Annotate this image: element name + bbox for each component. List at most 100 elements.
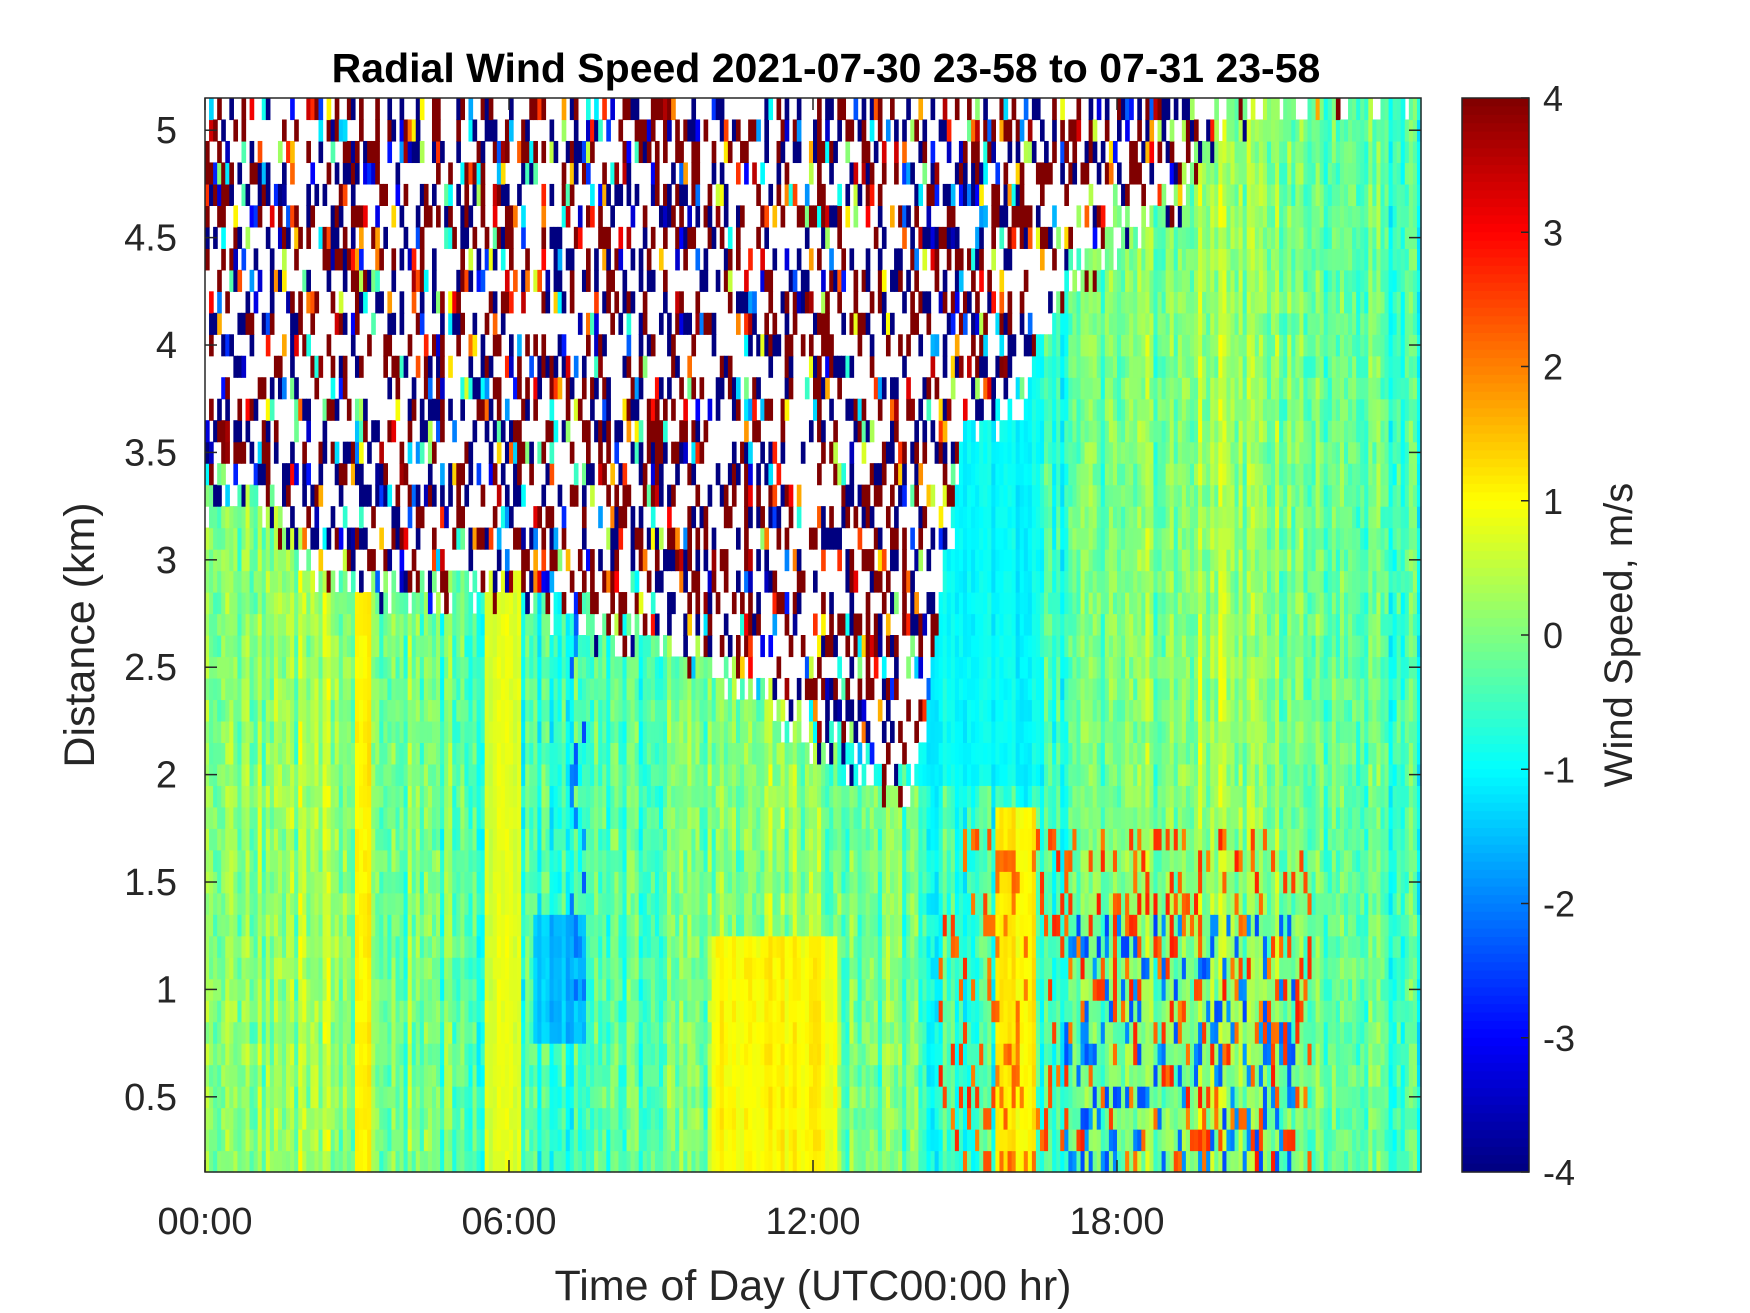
heatmap-cell — [318, 484, 324, 507]
heatmap-cell — [403, 226, 409, 249]
heatmap-cell — [407, 871, 413, 894]
heatmap-cell — [650, 1107, 656, 1130]
heatmap-cell — [553, 549, 559, 572]
heatmap-cell — [504, 1086, 510, 1109]
heatmap-cell — [581, 1086, 587, 1109]
heatmap-cell — [233, 527, 239, 550]
heatmap-cell — [306, 269, 311, 292]
heatmap-cell — [395, 978, 401, 1001]
heatmap-cell — [610, 656, 615, 679]
heatmap-cell — [565, 549, 571, 572]
heatmap-cell — [314, 656, 320, 679]
heatmap-cell — [735, 1107, 741, 1130]
heatmap-cell — [387, 291, 393, 314]
heatmap-cell — [237, 570, 243, 593]
heatmap-cell — [703, 785, 709, 808]
heatmap-cell — [735, 119, 741, 142]
heatmap-cell — [431, 119, 437, 142]
heatmap-cell — [626, 849, 632, 872]
heatmap-cell — [744, 377, 749, 400]
heatmap-cell — [509, 720, 514, 743]
heatmap-cell — [557, 613, 563, 636]
heatmap-cell — [395, 742, 401, 765]
heatmap-cell — [663, 978, 668, 1001]
heatmap-cell — [549, 420, 555, 443]
heatmap-cell — [517, 892, 522, 915]
heatmap-cell — [261, 871, 267, 894]
heatmap-cell — [711, 785, 717, 808]
heatmap-cell — [359, 1086, 364, 1109]
heatmap-cell — [249, 828, 255, 851]
heatmap-cell — [581, 677, 587, 701]
heatmap-cell — [436, 957, 441, 980]
heatmap-cell — [359, 613, 364, 636]
heatmap-cell — [460, 935, 466, 958]
heatmap-cell — [379, 1107, 384, 1130]
heatmap-cell — [363, 849, 368, 872]
heatmap-cell — [354, 699, 360, 722]
heatmap-cell — [298, 978, 303, 1001]
heatmap-cell — [731, 1043, 737, 1066]
heatmap-cell — [740, 1129, 745, 1152]
heatmap-cell — [411, 806, 417, 829]
heatmap-cell — [448, 699, 453, 722]
heatmap-cell — [217, 484, 222, 507]
heatmap-cell — [419, 914, 425, 937]
heatmap-cell — [213, 527, 218, 550]
heatmap-cell — [626, 1043, 632, 1066]
heatmap-cell — [395, 1107, 401, 1130]
heatmap-cell — [375, 1064, 380, 1087]
heatmap-cell — [650, 914, 656, 937]
heatmap-cell — [622, 1086, 628, 1109]
heatmap-cell — [569, 1107, 575, 1130]
heatmap-cell — [334, 613, 340, 636]
heatmap-cell — [411, 484, 417, 507]
heatmap-cell — [342, 914, 348, 937]
heatmap-cell — [727, 957, 733, 980]
heatmap-cell — [427, 914, 433, 937]
heatmap-cell — [395, 1129, 401, 1152]
heatmap-cell — [638, 785, 644, 808]
heatmap-cell — [253, 527, 259, 550]
heatmap-cell — [395, 377, 401, 400]
heatmap-cell — [221, 570, 226, 593]
heatmap-cell — [602, 763, 607, 786]
heatmap-cell — [610, 527, 615, 550]
heatmap-cell — [411, 914, 417, 937]
heatmap-cell — [282, 935, 287, 958]
heatmap-cell — [229, 269, 234, 292]
heatmap-cell — [731, 1150, 737, 1173]
heatmap-cell — [569, 656, 575, 679]
heatmap-cell — [286, 549, 291, 572]
heatmap-cell — [654, 1043, 660, 1066]
heatmap-cell — [569, 849, 575, 872]
heatmap-cell — [537, 656, 543, 679]
heatmap-cell — [363, 484, 368, 507]
heatmap-cell — [436, 1043, 441, 1066]
heatmap-cell — [233, 441, 239, 464]
heatmap-cell — [399, 613, 405, 636]
heatmap-cell — [217, 98, 222, 121]
heatmap-cell — [553, 720, 559, 743]
heatmap-cell — [480, 377, 486, 400]
heatmap-cell — [545, 828, 551, 851]
heatmap-cell — [431, 1000, 437, 1023]
heatmap-cell — [545, 506, 551, 529]
heatmap-cell — [533, 914, 538, 937]
heatmap-cell — [679, 377, 684, 400]
heatmap-cell — [241, 720, 247, 743]
heatmap-cell — [646, 957, 652, 980]
heatmap-cell — [740, 1150, 745, 1173]
heatmap-cell — [464, 635, 470, 658]
heatmap-cell — [257, 699, 263, 722]
heatmap-cell — [436, 720, 441, 743]
heatmap-cell — [310, 656, 316, 679]
heatmap-cell — [638, 635, 644, 658]
heatmap-cell — [423, 978, 429, 1001]
heatmap-cell — [630, 763, 636, 786]
heatmap-cell — [423, 613, 429, 636]
heatmap-cell — [517, 613, 522, 636]
heatmap-cell — [695, 119, 701, 142]
heatmap-cell — [403, 806, 409, 829]
heatmap-cell — [460, 914, 466, 937]
